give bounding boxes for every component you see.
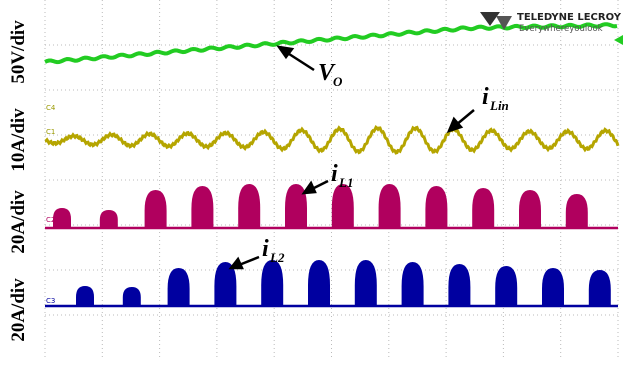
il2-trace-pulse [402, 262, 424, 306]
oscilloscope-screenshot: 50V/div 10A/div 20A/div 20A/div C4 C1 C2… [0, 0, 623, 366]
channel-marker: C3 [46, 297, 55, 305]
channel-markers: C4 C1 C2 C3 [46, 104, 56, 305]
ilin-trace [45, 127, 618, 153]
scale-label: 20A/div [8, 190, 29, 254]
il1-trace-pulse [100, 210, 118, 228]
il1-trace-pulse [238, 184, 260, 228]
scale-labels: 50V/div 10A/div 20A/div 20A/div [8, 20, 29, 342]
scale-label: 20A/div [8, 278, 29, 342]
logo-tagline: Everywhereyoulook [519, 24, 603, 34]
il2-trace-pulse [589, 270, 611, 306]
il1-trace-pulse [191, 186, 213, 228]
scale-label: 50V/div [8, 20, 29, 84]
il2-trace-pulse [355, 260, 377, 306]
il1-trace-pulse [519, 190, 541, 228]
annotations [231, 47, 474, 268]
scale-label: 10A/div [8, 108, 29, 172]
il1-trace-pulse [53, 208, 71, 228]
annotation-subscript: O [333, 74, 343, 89]
arrowhead [231, 259, 242, 268]
arrow [286, 52, 314, 70]
channel-marker: C2 [46, 216, 55, 224]
arrow [239, 257, 259, 265]
il2-trace-pulse [495, 266, 517, 306]
annotation-symbol: i [331, 161, 338, 187]
logo-brand: TELEDYNE LECROY [517, 12, 622, 23]
annotation-subscript: Lin [489, 98, 509, 113]
annotation-subscript: L1 [338, 175, 353, 190]
il2-trace-pulse [308, 260, 330, 306]
il1-trace-pulse [332, 184, 354, 228]
il2-trace-pulse [261, 260, 283, 306]
annotation-subscript: L2 [269, 250, 285, 265]
il2-trace-pulse [123, 287, 141, 306]
il2-trace-pulse [448, 264, 470, 306]
channel-marker: C4 [46, 104, 56, 112]
il1-trace-pulse [145, 190, 167, 228]
il1-trace-pulse [285, 184, 307, 228]
logo-icon [480, 12, 500, 26]
annotation-symbol: i [262, 236, 269, 262]
il1-trace-pulse [566, 194, 588, 228]
arrowhead [304, 183, 315, 193]
channel-marker: C1 [46, 128, 55, 136]
il1-trace-pulse [472, 188, 494, 228]
il2-trace-pulse [542, 268, 564, 306]
il2-trace-pulse [168, 268, 190, 306]
il1-trace-pulse [425, 186, 447, 228]
il2-trace-pulse [76, 286, 94, 306]
annotation-symbol: i [482, 84, 489, 110]
il1-trace-pulse [379, 184, 401, 228]
logo: TELEDYNE LECROY Everywhereyoulook [480, 12, 622, 34]
